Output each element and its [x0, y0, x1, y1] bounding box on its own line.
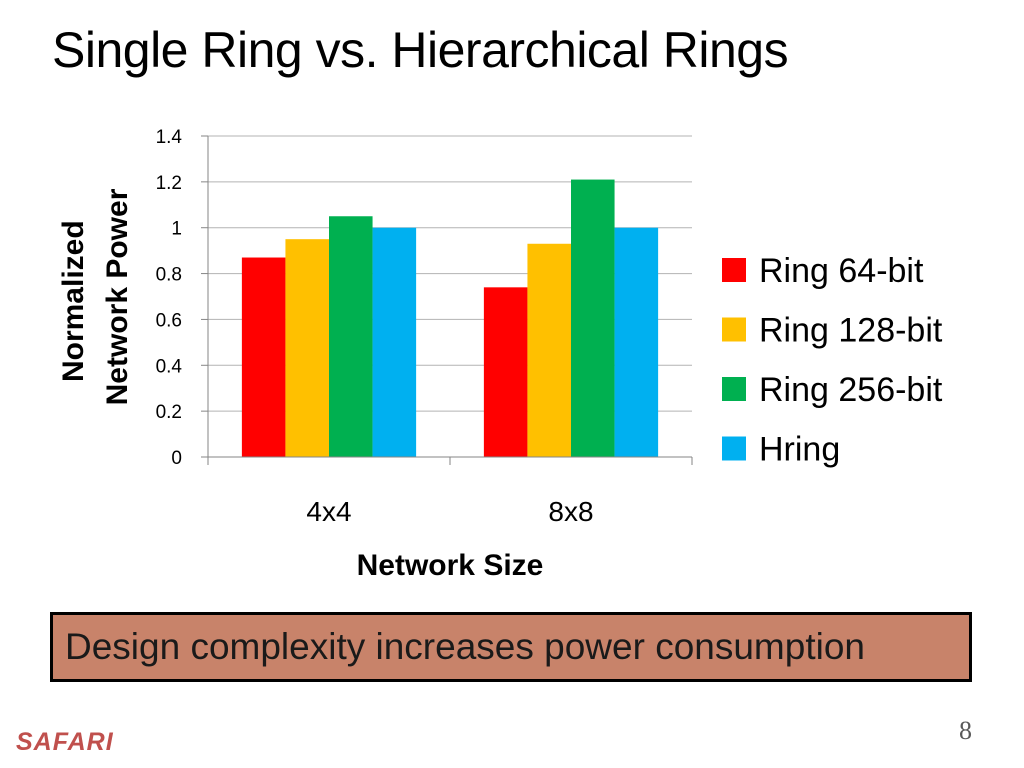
bar-ring-256-bit-4x4 [329, 216, 373, 457]
bar-ring-64-bit-4x4 [241, 257, 286, 457]
y-tick-label: 0.6 [156, 310, 182, 331]
legend-label: Ring 64-bit [759, 252, 924, 290]
axes [207, 136, 693, 465]
y-tick-label: 1.2 [156, 173, 182, 194]
x-category-label: 8x8 [548, 496, 593, 527]
legend-swatch [722, 317, 746, 342]
y-axis-title: Normalized Network Power [57, 188, 134, 405]
legend-swatch [722, 377, 746, 401]
bar-ring-64-bit-8x8 [483, 287, 528, 457]
page-number: 8 [959, 716, 972, 745]
bar-chart: 0 0.2 0.4 0.6 0.8 1 1.2 1.4 4x4 8x8 Network Size… [57, 127, 943, 582]
legend: Ring 64-bit Ring 128-bit Ring 256-bit Hring [722, 252, 943, 469]
y-tick-label: 0 [171, 448, 182, 469]
slide-title: Single Ring vs. Hierarchical Rings [52, 22, 789, 78]
legend-label: Hring [759, 431, 840, 469]
y-tick-label: 1 [171, 219, 182, 240]
bars [241, 179, 659, 458]
legend-label: Ring 128-bit [759, 312, 943, 350]
safari-logo: SAFARI [16, 728, 114, 756]
y-tick-labels: 0 0.2 0.4 0.6 0.8 1 1.2 1.4 [156, 127, 208, 469]
callout-text: Design complexity increases power consum… [65, 626, 865, 667]
y-tick-label: 1.4 [156, 127, 183, 148]
bar-ring-128-bit-4x4 [285, 239, 329, 457]
y-tick-label: 0.8 [156, 265, 182, 286]
y-axis-title-line-2: Network Power [101, 188, 134, 405]
bar-ring-256-bit-8x8 [571, 179, 615, 458]
legend-swatch [722, 258, 746, 282]
bar-hring-4x4 [372, 227, 417, 457]
bar-ring-128-bit-8x8 [527, 243, 571, 457]
legend-swatch [722, 436, 746, 461]
x-category-labels: 4x4 8x8 [306, 496, 593, 527]
y-tick-label: 0.2 [156, 402, 182, 423]
callout-box: Design complexity increases power consum… [50, 612, 972, 682]
y-axis-title-line-1: Normalized [57, 220, 90, 382]
bar-hring-8x8 [614, 227, 659, 457]
legend-label: Ring 256-bit [759, 371, 943, 409]
y-tick-label: 0.4 [156, 356, 183, 377]
x-category-label: 4x4 [306, 496, 351, 527]
x-axis-title: Network Size [357, 549, 544, 582]
